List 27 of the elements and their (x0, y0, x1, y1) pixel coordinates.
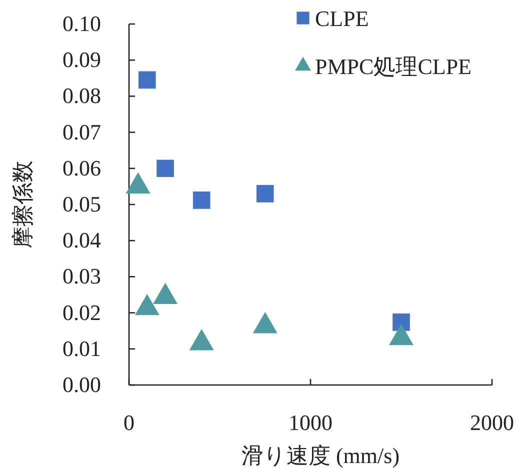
legend-label: CLPE (315, 6, 369, 31)
y-tick-label: 0.07 (62, 119, 101, 144)
y-tick-label: 0.04 (62, 228, 101, 253)
point (138, 71, 156, 89)
y-tick-label: 0.08 (62, 83, 101, 108)
point (153, 282, 178, 304)
point (134, 294, 160, 316)
y-tick-label: 0.10 (62, 11, 101, 36)
y-tick-label: 0.01 (62, 336, 101, 361)
y-tick-label: 0.03 (62, 264, 101, 289)
y-tick-label: 0.00 (62, 372, 101, 397)
point (256, 185, 274, 202)
x-tick-label: 2000 (470, 410, 514, 435)
y-tick-label: 0.02 (62, 300, 101, 325)
point (389, 324, 414, 346)
x-tick-label: 0 (124, 410, 134, 435)
x-axis-title: 滑り速度 (mm/s) (241, 443, 400, 468)
y-tick-label: 0.09 (62, 47, 101, 72)
y-axis-title: 摩擦係数 (10, 160, 35, 248)
point (252, 312, 278, 334)
point (192, 192, 210, 209)
y-tick-label: 0.05 (62, 192, 101, 216)
legend-label: PMPC処理CLPE (315, 54, 472, 79)
y-tick-label: 0.06 (62, 155, 101, 180)
point (156, 160, 174, 178)
point (189, 328, 214, 350)
x-tick-label: 1000 (288, 410, 332, 435)
